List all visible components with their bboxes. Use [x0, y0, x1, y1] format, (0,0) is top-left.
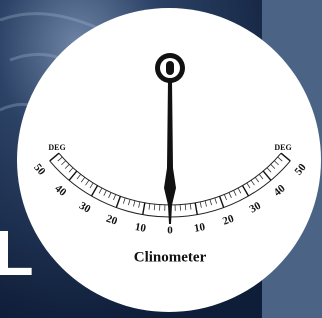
pivot-slot: [166, 61, 174, 75]
unit-label: DEG: [274, 143, 291, 152]
clinometer-scene: L 504030201001020304050 DEG DEG Clinomet…: [0, 0, 322, 318]
unit-label: DEG: [48, 143, 65, 152]
dial-label: Clinometer: [134, 249, 207, 265]
background-letter: L: [0, 217, 34, 289]
scale-label: 0: [167, 225, 173, 237]
